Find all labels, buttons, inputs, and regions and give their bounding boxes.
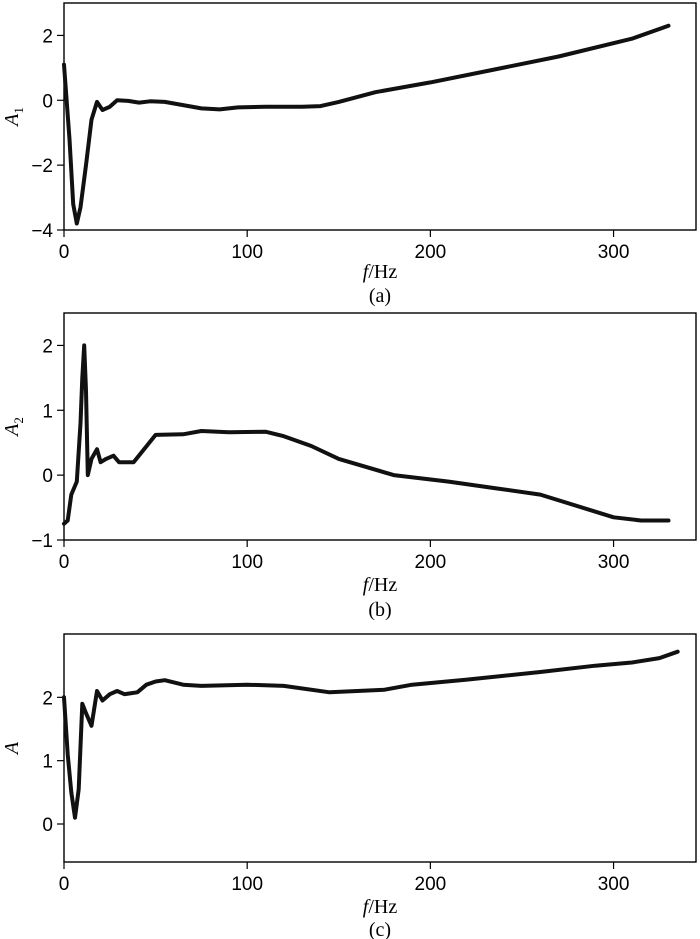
y-axis-label: A xyxy=(1,741,23,756)
y-axis-label-subscript: 1 xyxy=(11,107,26,114)
y-tick-label: 2 xyxy=(42,688,53,709)
x-tick-label: 300 xyxy=(598,874,630,895)
y-tick-label: 2 xyxy=(42,26,53,47)
series-line xyxy=(62,343,671,526)
y-axis-label-var: A xyxy=(1,113,23,128)
series-line xyxy=(62,649,680,820)
panel-caption: (c) xyxy=(369,919,391,939)
x-axis-label: f/Hz xyxy=(363,896,398,918)
x-tick-label: 0 xyxy=(59,552,70,573)
y-tick-label: −1 xyxy=(31,531,53,552)
plot-frame xyxy=(63,2,697,231)
panel-c: 0 100 200 300 0 1 2 f/Hz(c) A xyxy=(1,633,697,939)
x-axis-label-unit: /Hz xyxy=(368,896,397,918)
y-axis-label: A2 xyxy=(1,417,26,438)
x-axis-label-unit: /Hz xyxy=(368,261,397,283)
y-tick-label: 1 xyxy=(42,401,53,422)
y-tick-label: 2 xyxy=(42,336,53,357)
x-axis-label: f/Hz xyxy=(363,261,398,283)
x-tick-label: 0 xyxy=(59,242,70,263)
y-tick-label: −2 xyxy=(31,156,53,177)
x-tick-label: 300 xyxy=(598,242,630,263)
y-tick-label: 0 xyxy=(42,815,53,836)
x-tick-label: 200 xyxy=(415,552,447,573)
y-axis-label-subscript: 2 xyxy=(11,417,26,424)
x-tick-label: 200 xyxy=(415,242,447,263)
x-axis-label-var: f xyxy=(363,896,371,918)
plot-frame xyxy=(63,312,697,541)
x-tick-label: 100 xyxy=(231,874,263,895)
x-tick-label: 200 xyxy=(415,874,447,895)
panel-caption: (a) xyxy=(369,285,391,307)
x-axis-label-var: f xyxy=(363,261,371,283)
x-axis-label-unit: /Hz xyxy=(368,574,397,596)
x-tick-label: 300 xyxy=(598,552,630,573)
y-axis-label-var: A xyxy=(1,423,23,438)
y-tick-label: 0 xyxy=(42,91,53,112)
x-tick-label: 100 xyxy=(231,242,263,263)
series-line xyxy=(62,23,671,226)
y-tick-label: −4 xyxy=(31,221,53,242)
x-axis-label: f/Hz xyxy=(363,574,398,596)
y-tick-label: 0 xyxy=(42,466,53,487)
y-axis-label-var: A xyxy=(1,741,23,756)
panel-caption: (b) xyxy=(368,599,391,621)
x-axis-label-var: f xyxy=(363,574,371,596)
plot-frame xyxy=(63,633,697,863)
y-axis-label: A1 xyxy=(1,107,26,128)
x-tick-label: 100 xyxy=(231,552,263,573)
y-tick-label: 1 xyxy=(42,752,53,773)
x-tick-label: 0 xyxy=(59,874,70,895)
panel-a: 0 100 200 300 −4 −2 0 2 f/Hz(a) A1 xyxy=(1,2,697,307)
